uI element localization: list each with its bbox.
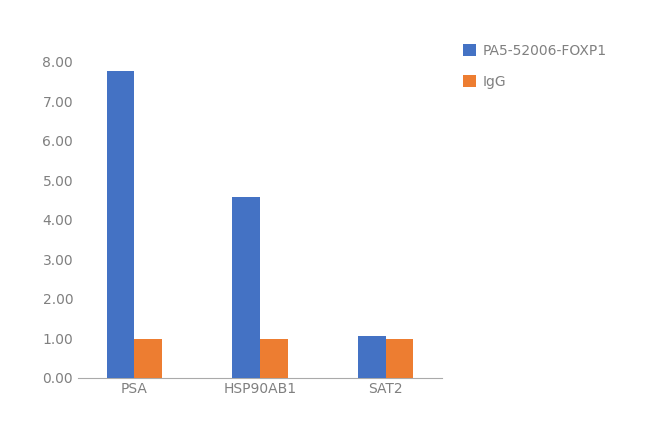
Bar [358,336,385,378]
Bar [107,72,135,378]
Bar [385,339,413,378]
Bar [233,197,260,378]
Legend: PA5-52006-FOXP1, IgG: PA5-52006-FOXP1, IgG [456,37,614,96]
Bar [260,339,287,378]
Bar [135,339,162,378]
